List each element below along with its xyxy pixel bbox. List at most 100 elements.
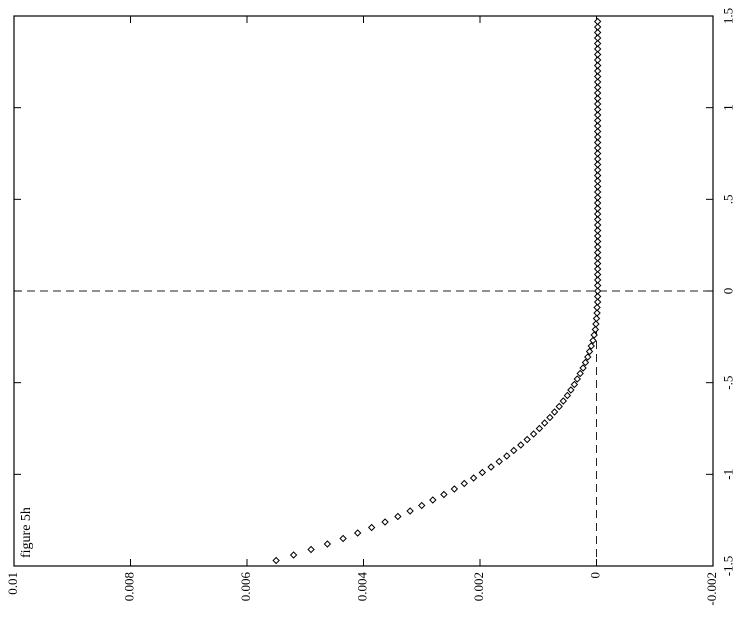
data-point [406, 507, 414, 515]
data-point [593, 116, 602, 125]
data-point [429, 496, 437, 504]
data-point [591, 325, 600, 334]
x-tick-label: -1.5 [721, 556, 736, 577]
data-point [460, 479, 468, 488]
reference-lines [14, 16, 713, 566]
data-point [593, 45, 602, 53]
data-point [593, 259, 602, 268]
data-point [593, 210, 602, 218]
data-point [593, 105, 602, 114]
data-point [581, 358, 590, 367]
data-point [592, 314, 601, 323]
x-tick-label: 1.5 [721, 8, 736, 24]
data-point [593, 309, 601, 317]
data-point [573, 375, 581, 383]
data-point [353, 529, 362, 537]
data-point [546, 413, 554, 422]
data-point [593, 78, 602, 86]
data-point [495, 457, 503, 466]
data-point [593, 281, 602, 290]
data-point [593, 243, 602, 251]
data-point [510, 446, 518, 455]
data-point [585, 347, 594, 356]
data-point [593, 226, 602, 235]
data-point [593, 72, 602, 81]
data-point [323, 540, 332, 548]
data-point [289, 551, 298, 559]
data-point [584, 353, 592, 361]
data-point [593, 23, 602, 31]
data-point [593, 50, 602, 59]
data-point [593, 127, 602, 136]
y-tick-label: 0.002 [471, 572, 486, 601]
data-point [593, 138, 602, 147]
data-point [576, 369, 584, 378]
data-point [555, 402, 563, 411]
data-point [593, 133, 602, 141]
data-point [593, 221, 602, 229]
data-point [593, 265, 602, 273]
data-point [487, 463, 495, 471]
data-point [450, 485, 459, 493]
x-tick-label: 0 [721, 288, 736, 295]
data-point [394, 512, 402, 521]
y-tick-label: 0.004 [354, 572, 369, 602]
data-point [589, 336, 597, 345]
data-point [307, 545, 315, 554]
data-point [592, 320, 600, 328]
data-point [440, 490, 448, 499]
data-point [593, 111, 602, 119]
data-point [418, 501, 426, 510]
data-point [339, 534, 347, 543]
data-point [567, 386, 575, 394]
data-point [550, 408, 559, 416]
data-point [593, 89, 602, 97]
data-point [593, 232, 602, 240]
data-point [523, 435, 531, 444]
data-point [559, 397, 568, 405]
data-point [529, 430, 538, 438]
data-point [593, 237, 602, 246]
data-point [503, 452, 511, 460]
data-point [535, 424, 544, 433]
x-tick-label: 1 [721, 104, 736, 111]
data-point [478, 468, 487, 477]
data-point [593, 56, 602, 64]
data-point [593, 122, 602, 130]
data-point [587, 342, 595, 350]
data-point [593, 39, 602, 48]
data-point [367, 523, 376, 532]
data-point [517, 441, 525, 449]
data-point [593, 215, 602, 224]
data-point [381, 518, 389, 526]
data-point [593, 193, 602, 202]
data-point [593, 100, 602, 108]
data-point [593, 34, 602, 42]
data-point [593, 199, 602, 207]
axis-ticks: -1.5 -1 -.5 0 .5 1 1.5 -0.002 0 0.002 0.004 0.006 0.… [5, 8, 736, 606]
data-point [593, 171, 602, 180]
y-tick-label: 0 [587, 572, 602, 579]
data-point [593, 276, 602, 284]
data-point [272, 556, 280, 565]
data-point [570, 380, 579, 389]
data-point [540, 419, 549, 427]
data-point [593, 94, 602, 103]
data-point [593, 303, 601, 312]
data-point [593, 270, 602, 279]
data-point [593, 292, 602, 301]
data-point [593, 67, 602, 75]
x-tick-label: -1 [721, 469, 736, 480]
data-point [593, 298, 602, 306]
data-point [563, 391, 572, 400]
data-point [593, 155, 602, 163]
data-point [593, 166, 602, 174]
y-tick-label: -0.002 [704, 572, 719, 606]
data-point [593, 61, 602, 70]
data-point [593, 182, 602, 191]
data-point [469, 474, 478, 482]
data-point [593, 160, 602, 169]
y-tick-label: 0.01 [5, 572, 20, 595]
data-points [272, 17, 602, 565]
